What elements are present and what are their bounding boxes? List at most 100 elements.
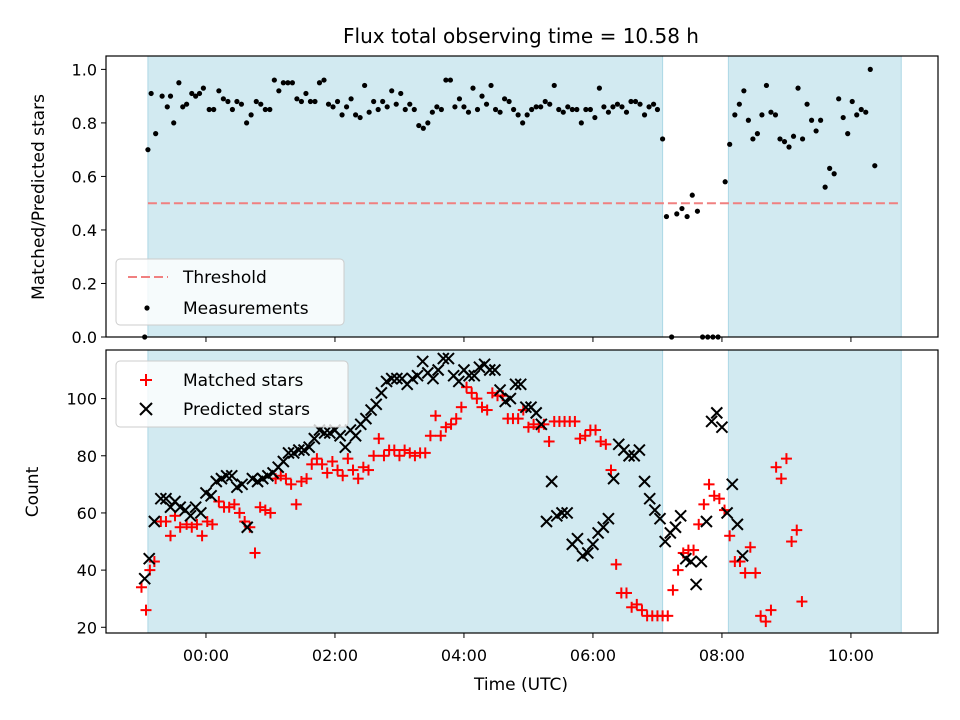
predicted-star-point <box>349 429 362 442</box>
measurement-point <box>164 104 170 110</box>
matched-star-point <box>461 381 473 393</box>
top-y-ticks: 0.0 0.2 0.4 0.6 0.8 1.0 <box>72 60 106 347</box>
matched-star-point <box>636 604 648 616</box>
top-points-layer <box>142 66 878 340</box>
matched-star-point <box>579 430 591 442</box>
predicted-star-point <box>431 363 445 377</box>
matched-star-point <box>543 435 555 447</box>
matched-star-point <box>191 518 203 530</box>
measurement-point <box>285 80 291 86</box>
matched-star-point <box>290 498 302 510</box>
predicted-star-point <box>689 578 703 591</box>
predicted-star-point <box>726 478 739 491</box>
matched-star-point <box>744 541 756 553</box>
matched-star-point <box>739 567 751 579</box>
predicted-star-point <box>138 572 151 585</box>
matched-star-point <box>362 464 374 476</box>
measurement-point <box>393 101 399 107</box>
measurement-point <box>587 106 593 113</box>
matched-star-point <box>352 473 364 485</box>
matched-star-point <box>600 438 612 450</box>
measurement-point <box>425 120 431 126</box>
predicted-star-point <box>648 503 662 517</box>
measurement-point <box>159 93 165 99</box>
matched-star-point <box>445 418 457 430</box>
predicted-star-point <box>292 443 306 457</box>
predicted-star-point <box>571 532 584 545</box>
top-y-tick-label: 0.6 <box>72 167 97 186</box>
measurement-point <box>583 106 589 113</box>
bot-y-tick-label: 20 <box>77 618 97 637</box>
predicted-star-point <box>416 355 429 368</box>
measurement-point <box>867 66 873 72</box>
measurement-point <box>596 85 602 91</box>
measurement-point <box>565 104 571 110</box>
matched-star-point <box>590 424 602 436</box>
predicted-star-point <box>535 418 548 431</box>
measurements-legend-label: Measurements <box>183 299 309 319</box>
measurement-point <box>872 163 878 169</box>
matched-star-point <box>455 401 467 413</box>
measurement-point <box>289 80 295 86</box>
measurement-point <box>211 106 217 113</box>
measurement-point <box>298 98 305 105</box>
measurement-point <box>831 171 837 177</box>
top-y-tick-label: 0.8 <box>72 114 97 133</box>
measurement-point <box>488 82 494 89</box>
predicted-star-point <box>159 492 173 505</box>
predicted-star-point <box>411 369 424 382</box>
measurement-point <box>772 112 779 118</box>
predicted-star-point <box>302 440 316 454</box>
predicted-star-point <box>375 386 388 400</box>
x-axis-label: Time (UTC) <box>473 675 568 695</box>
predicted-star-point <box>442 352 455 365</box>
bottom-axes-frame <box>105 349 939 634</box>
predicted-star-point <box>674 509 687 523</box>
measurement-point <box>799 136 806 142</box>
measurement-point <box>684 213 690 220</box>
x-tick-label: 02:00 <box>312 646 358 665</box>
measurement-point <box>262 106 268 113</box>
predicted-star-point <box>643 492 656 505</box>
measurement-point <box>520 120 526 126</box>
measurement-point <box>849 98 855 105</box>
matched-star-point <box>342 453 354 465</box>
measurement-point <box>623 109 630 115</box>
matched-star-point <box>249 547 261 559</box>
predicted-legend-swatch <box>139 402 153 416</box>
measurement-point <box>389 88 395 94</box>
measurement-point <box>420 125 426 131</box>
top-y-tick-label: 0.4 <box>72 221 97 240</box>
predicted-star-point <box>602 512 615 525</box>
measurement-point <box>148 90 154 97</box>
measurement-point <box>732 112 738 118</box>
matched-star-point <box>569 415 581 427</box>
x-tick-label: 10:00 <box>828 646 874 665</box>
predicted-star-point <box>385 372 398 385</box>
bot-y-tick-label: 40 <box>77 561 97 580</box>
x-tick-label: 06:00 <box>570 646 616 665</box>
matched-star-point <box>471 393 483 405</box>
measurement-point <box>795 85 801 91</box>
top-x-ticks <box>205 337 852 342</box>
measurement-point <box>822 184 828 190</box>
measurement-point <box>547 101 553 107</box>
predicted-star-point <box>204 489 218 502</box>
measurement-point <box>316 80 323 86</box>
measurement-point <box>267 106 273 113</box>
predicted-star-point <box>607 472 620 485</box>
measurement-point <box>511 106 517 113</box>
measurement-point <box>443 77 449 83</box>
matched-star-point <box>196 530 208 542</box>
matched-star-point <box>306 458 318 470</box>
measurement-point <box>253 98 259 105</box>
matched-star-point <box>337 470 349 482</box>
measurement-point <box>556 106 562 113</box>
predicted-legend-label: Predicted stars <box>183 400 310 420</box>
measurement-point <box>492 106 499 113</box>
measurement-point <box>362 82 368 89</box>
measurement-point <box>411 106 417 113</box>
x-tick-label: 08:00 <box>699 646 745 665</box>
predicted-star-point <box>658 535 672 548</box>
